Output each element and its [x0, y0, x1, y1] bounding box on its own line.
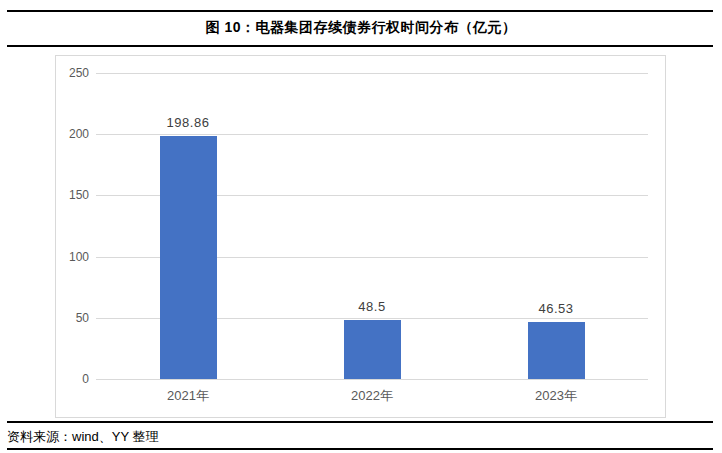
gridline-250 — [96, 73, 648, 74]
source-divider — [7, 421, 713, 423]
bottom-divider — [7, 448, 713, 450]
y-axis-tick-label: 200 — [56, 127, 89, 141]
x-axis-category-label: 2023年 — [511, 388, 601, 404]
bar-chart: 0 50 100 150 200 250 198.86 2021年 48.5 2022年 46.53… — [55, 55, 666, 418]
x-axis-category-label: 2021年 — [143, 388, 233, 404]
y-axis-tick-label: 50 — [56, 311, 89, 325]
y-axis-tick-label: 100 — [56, 250, 89, 264]
bar-2022年 — [344, 320, 401, 379]
source-note: 资料来源：wind、YY 整理 — [7, 428, 158, 446]
bar-2021年 — [160, 136, 217, 379]
bar-value-label: 46.53 — [511, 301, 601, 317]
bar-value-label: 48.5 — [327, 299, 417, 315]
y-axis-tick-label: 150 — [56, 188, 89, 202]
figure-title: 图 10：电器集团存续债券行权时间分布（亿元） — [0, 19, 722, 37]
y-axis-tick-label: 250 — [56, 66, 89, 80]
title-divider — [7, 45, 713, 47]
bar-value-label: 198.86 — [143, 115, 233, 131]
report-page: 图 10：电器集团存续债券行权时间分布（亿元） 0 50 100 150 200 250 1… — [0, 0, 722, 453]
y-axis-tick-label: 0 — [56, 372, 89, 386]
bar-2023年 — [528, 322, 585, 379]
x-axis-line — [96, 379, 648, 380]
x-axis-category-label: 2022年 — [327, 388, 417, 404]
top-divider — [7, 10, 713, 12]
